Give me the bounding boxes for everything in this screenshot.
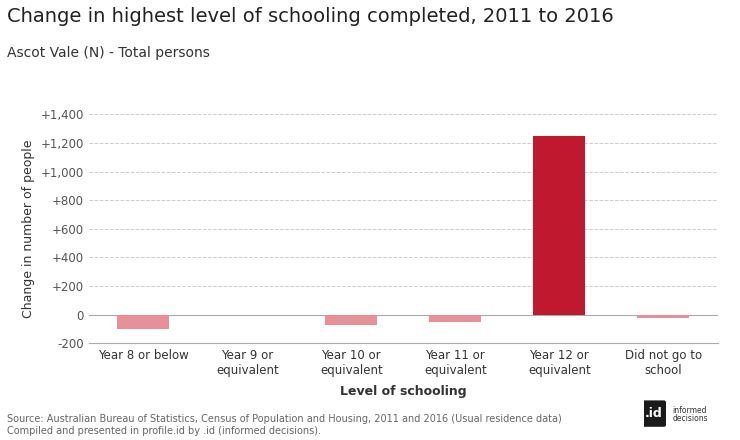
Text: decisions: decisions: [673, 414, 708, 423]
Bar: [637, 315, 689, 318]
Bar: [326, 315, 377, 325]
Text: Change in highest level of schooling completed, 2011 to 2016: Change in highest level of schooling com…: [7, 7, 614, 26]
Bar: [429, 315, 481, 323]
Bar: [118, 315, 169, 329]
Y-axis label: Change in number of people: Change in number of people: [22, 139, 35, 318]
FancyBboxPatch shape: [642, 400, 666, 427]
Bar: [534, 136, 585, 315]
Text: informed: informed: [673, 406, 707, 415]
Text: .id: .id: [645, 407, 662, 420]
X-axis label: Level of schooling: Level of schooling: [340, 385, 467, 398]
Text: Ascot Vale (N) - Total persons: Ascot Vale (N) - Total persons: [7, 46, 210, 60]
Text: Source: Australian Bureau of Statistics, Census of Population and Housing, 2011 : Source: Australian Bureau of Statistics,…: [7, 414, 562, 436]
